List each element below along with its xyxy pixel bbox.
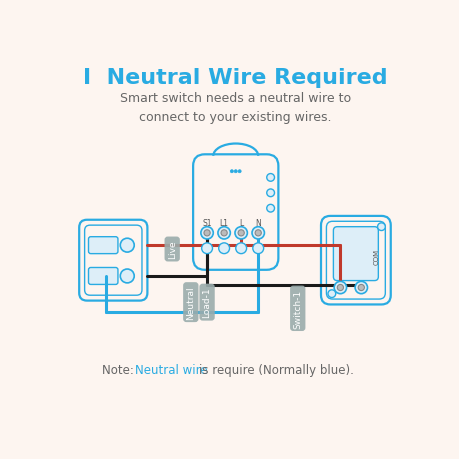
Circle shape: [235, 243, 246, 254]
Circle shape: [252, 227, 264, 240]
Circle shape: [120, 269, 134, 283]
Circle shape: [238, 170, 241, 174]
Text: Switch-1: Switch-1: [293, 289, 302, 328]
Circle shape: [354, 282, 367, 294]
Text: Neutral wire: Neutral wire: [134, 364, 207, 376]
Circle shape: [201, 243, 212, 254]
Circle shape: [238, 230, 244, 236]
FancyBboxPatch shape: [88, 237, 118, 254]
Circle shape: [358, 285, 364, 291]
Text: Smart switch needs a neutral wire to
connect to your existing wires.: Smart switch needs a neutral wire to con…: [120, 91, 351, 123]
Text: is require (Normally blue).: is require (Normally blue).: [199, 364, 353, 376]
Text: COM: COM: [373, 248, 379, 264]
Circle shape: [218, 243, 229, 254]
Circle shape: [252, 243, 263, 254]
Text: L1: L1: [219, 218, 228, 227]
Circle shape: [203, 230, 210, 236]
Text: Note:: Note:: [102, 364, 138, 376]
Text: Neutral: Neutral: [186, 285, 195, 319]
Text: Load-1: Load-1: [202, 287, 211, 318]
Circle shape: [266, 174, 274, 182]
Circle shape: [327, 290, 335, 298]
FancyBboxPatch shape: [333, 227, 378, 281]
Text: L: L: [239, 218, 243, 227]
Circle shape: [220, 230, 227, 236]
Circle shape: [235, 227, 247, 240]
Text: Live: Live: [168, 240, 176, 259]
Circle shape: [201, 227, 213, 240]
Circle shape: [234, 170, 237, 174]
Circle shape: [266, 190, 274, 197]
Text: S1: S1: [202, 218, 211, 227]
Text: N: N: [255, 218, 261, 227]
Circle shape: [218, 227, 230, 240]
Circle shape: [333, 282, 346, 294]
Circle shape: [255, 230, 261, 236]
Circle shape: [266, 205, 274, 213]
Circle shape: [120, 239, 134, 252]
Circle shape: [230, 170, 233, 174]
Text: I  Neutral Wire Required: I Neutral Wire Required: [83, 68, 387, 88]
FancyBboxPatch shape: [88, 268, 118, 285]
Circle shape: [377, 224, 385, 231]
Circle shape: [336, 285, 343, 291]
